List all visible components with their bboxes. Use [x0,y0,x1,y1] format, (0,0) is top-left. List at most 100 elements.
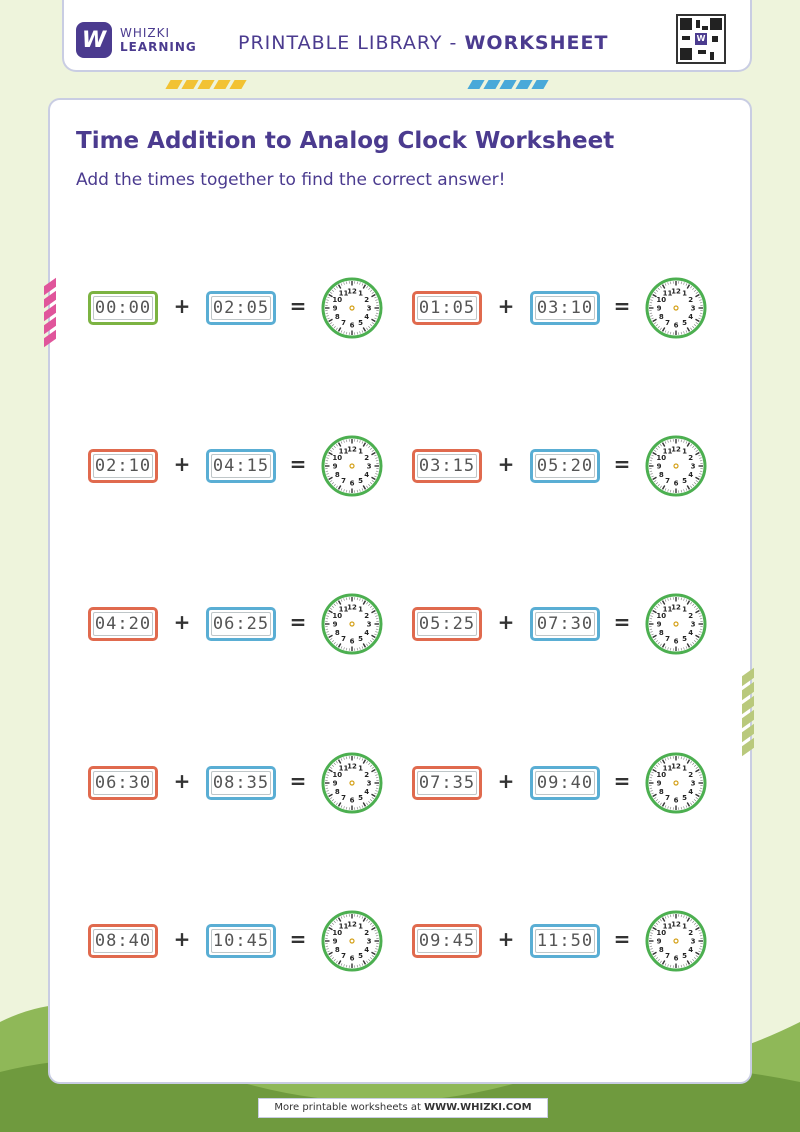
clock-tick [652,451,657,456]
whizki-logo-icon[interactable]: W [76,22,112,58]
clock-tick [359,489,361,492]
clock-tick [337,485,342,490]
clock-tick [670,914,672,918]
clock-tick [667,440,669,443]
clock-tick [333,801,336,804]
clock-tick [670,331,672,335]
clock-number: 6 [674,637,679,645]
clock-tick [690,485,693,489]
clock-tick [340,963,343,966]
clock-tick [346,489,348,493]
digital-clock-second: 05:20 [530,449,600,483]
clock-tick [659,285,662,289]
clock-tick [326,615,329,617]
clock-tick [655,799,658,802]
clock-number: 10 [656,929,666,937]
clock-tick [370,640,373,643]
equals-sign: = [613,294,631,318]
clock-tick [356,964,358,968]
clock-tick [346,439,348,443]
clock-tick [361,441,364,444]
clock-tick [695,793,700,798]
clock-tick [653,480,657,483]
clock-tick [695,797,699,800]
clock-tick [374,454,377,457]
clock-tick [685,283,688,286]
clock-tick [657,642,660,645]
clock-number: 5 [358,319,363,327]
clock-tick [690,443,693,447]
clock-number: 5 [358,794,363,802]
clock-tick [375,948,378,950]
clock-tick [670,281,672,285]
clock-number: 8 [335,629,340,637]
digital-clock-second-value: 03:10 [535,296,595,320]
clock-number: 7 [341,477,346,485]
clock-tick [368,801,371,804]
clock-tick [651,475,654,478]
clock-tick [366,601,369,605]
clock-tick [698,612,701,615]
clock-tick [326,774,329,776]
clock-tick [375,470,379,472]
clock-tick [655,447,658,450]
clock-tick [664,441,667,444]
digital-clock-second-value: 02:05 [211,296,271,320]
clock-tick [366,918,369,922]
clock-tick [661,284,666,289]
clock-number: 1 [682,448,687,456]
clock-tick [653,638,657,641]
clock-tick [649,618,653,620]
clock-tick [370,764,373,767]
clock-tick [650,473,653,475]
digital-clock-second: 02:05 [206,291,276,325]
clock-center-dot [349,938,355,944]
clock-tick [652,609,657,614]
clock-tick [340,805,343,808]
clock-tick [361,646,364,649]
clock-tick [331,289,334,292]
clock-tick [652,476,657,481]
clock-tick [698,792,701,795]
clock-tick [667,806,669,809]
clock-tick [370,922,373,925]
clock-tick [686,600,691,605]
clock-number: 2 [364,296,369,304]
clock-tick [331,922,334,925]
clock-tick [699,473,702,475]
clock-number: 9 [333,937,338,945]
clock-number: 2 [688,454,693,462]
clock-tick [649,470,653,472]
clock-tick [375,618,379,620]
clock-tick [653,322,657,325]
clock-number: 8 [335,471,340,479]
clock-tick [362,327,367,332]
clock-number: 8 [659,788,664,796]
clock-tick [661,643,666,648]
footer-link[interactable]: WWW.WHIZKI.COM [424,1102,532,1113]
clock-number: 9 [657,304,662,312]
clock-tick [686,917,691,922]
clock-tick [653,607,657,610]
clock-tick [325,777,329,779]
qr-code-icon[interactable]: W [676,14,726,64]
clock-tick [686,485,691,490]
clock-number: 3 [691,304,696,312]
clock-tick [680,914,682,918]
clock-tick [337,643,342,648]
clock-tick [699,935,703,937]
clock-tick [649,945,653,947]
clock-tick [657,484,660,487]
clock-number: 5 [682,794,687,802]
clock-tick [695,480,699,483]
